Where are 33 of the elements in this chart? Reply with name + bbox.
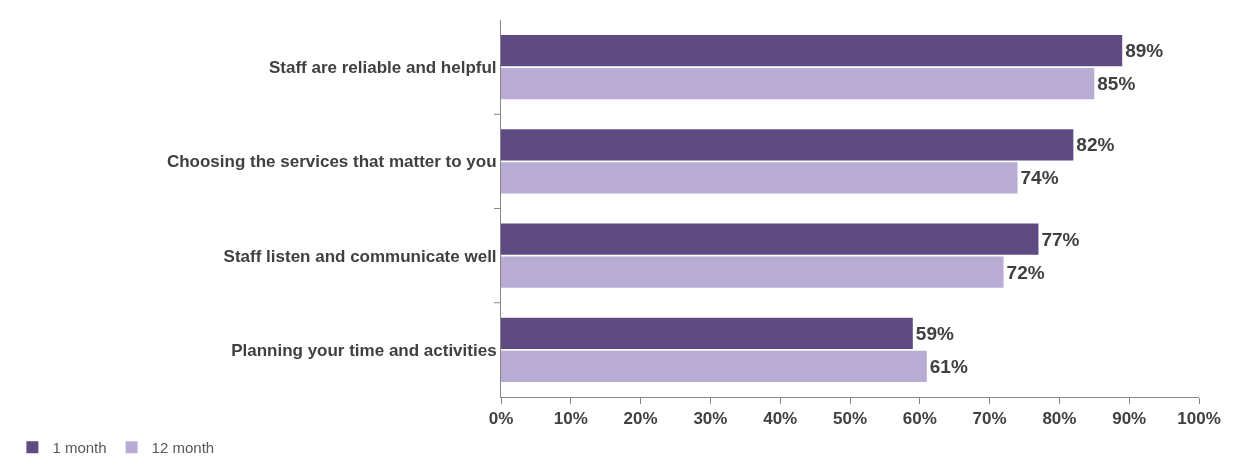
x-tick-label: 10% xyxy=(553,409,588,429)
data-label: 61% xyxy=(929,355,968,377)
legend-label: 12 month xyxy=(151,439,215,457)
bar xyxy=(501,162,1018,194)
x-tick-label: 50% xyxy=(832,409,868,429)
data-label: 89% xyxy=(1125,40,1164,62)
legend-label: 1 month xyxy=(52,439,107,457)
x-tick-label: 70% xyxy=(972,409,1007,429)
y-tick-label: Staff listen and communicate well xyxy=(223,246,497,266)
bar xyxy=(501,129,1074,161)
bar xyxy=(501,223,1039,255)
bar xyxy=(501,317,913,350)
bar xyxy=(501,34,1123,67)
y-tick-label: Staff are reliable and helpful xyxy=(268,58,497,78)
x-tick-label: 100% xyxy=(1177,409,1221,429)
data-label: 72% xyxy=(1006,261,1045,283)
data-label: 74% xyxy=(1020,167,1059,189)
x-tick-label: 60% xyxy=(902,409,937,429)
x-tick-label: 20% xyxy=(623,409,658,429)
data-label: 85% xyxy=(1097,73,1136,95)
data-label: 77% xyxy=(1041,228,1080,250)
bar xyxy=(501,67,1095,100)
x-tick-label: 40% xyxy=(763,409,798,429)
data-label: 59% xyxy=(915,322,954,344)
x-tick-label: 0% xyxy=(488,409,514,429)
bar xyxy=(501,350,927,383)
y-tick-label: Planning your time and activities xyxy=(231,340,497,360)
bar xyxy=(501,256,1004,288)
y-tick-label: Choosing the services that matter to you xyxy=(166,152,497,172)
x-tick-label: 80% xyxy=(1042,409,1077,429)
x-tick-label: 30% xyxy=(693,409,728,429)
data-label: 82% xyxy=(1076,134,1115,156)
x-tick-label: 90% xyxy=(1112,409,1147,429)
